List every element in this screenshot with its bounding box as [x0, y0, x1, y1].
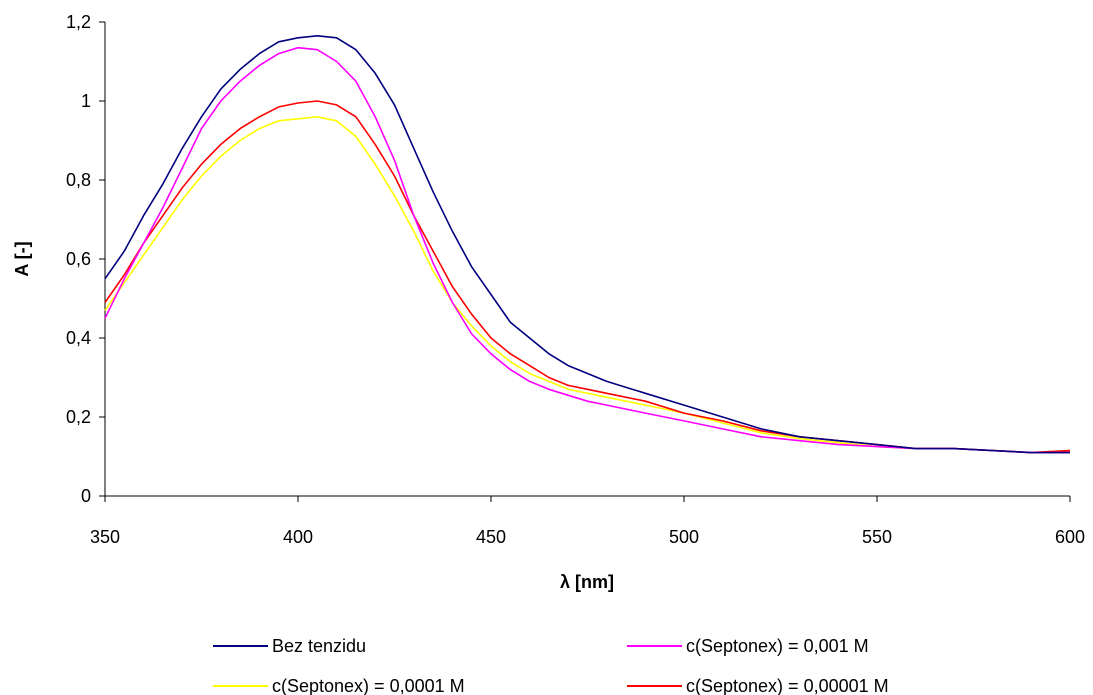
x-tick-label: 350	[90, 527, 120, 547]
legend-label: c(Septonex) = 0,0001 M	[272, 676, 465, 695]
x-tick-label: 550	[862, 527, 892, 547]
legend-label: c(Septonex) = 0,001 M	[686, 636, 869, 656]
series-line-1	[104, 34, 1070, 454]
y-tick-label: 0,6	[66, 249, 91, 269]
x-tick-label: 600	[1055, 527, 1085, 547]
series-line-3	[104, 116, 1071, 454]
y-tick-label: 1,2	[66, 12, 91, 32]
y-tick-label: 1	[81, 91, 91, 111]
y-ticks: 0 0,2 0,4 0,6 0,8 1 1,2	[66, 12, 105, 506]
x-tick-label: 450	[476, 527, 506, 547]
legend-label: Bez tenzidu	[272, 636, 366, 656]
y-tick-label: 0,8	[66, 170, 91, 190]
axes	[104, 22, 1070, 497]
y-tick-label: 0	[81, 486, 91, 506]
series-line-2	[104, 46, 1070, 454]
x-axis-title: λ [nm]	[560, 572, 614, 592]
x-tick-label: 400	[283, 527, 313, 547]
x-tick-label: 500	[669, 527, 699, 547]
y-axis-title: A [-]	[12, 241, 32, 276]
legend-label: c(Septonex) = 0,00001 M	[686, 676, 889, 695]
y-tick-label: 0,2	[66, 407, 91, 427]
series-lines	[104, 34, 1071, 454]
x-ticks: 350 400 450 500 550 600	[90, 496, 1085, 547]
y-tick-label: 0,4	[66, 328, 91, 348]
legend: Bez tenzidu c(Septonex) = 0,001 M c(Septon…	[213, 636, 889, 695]
series-line-4	[104, 100, 1071, 454]
